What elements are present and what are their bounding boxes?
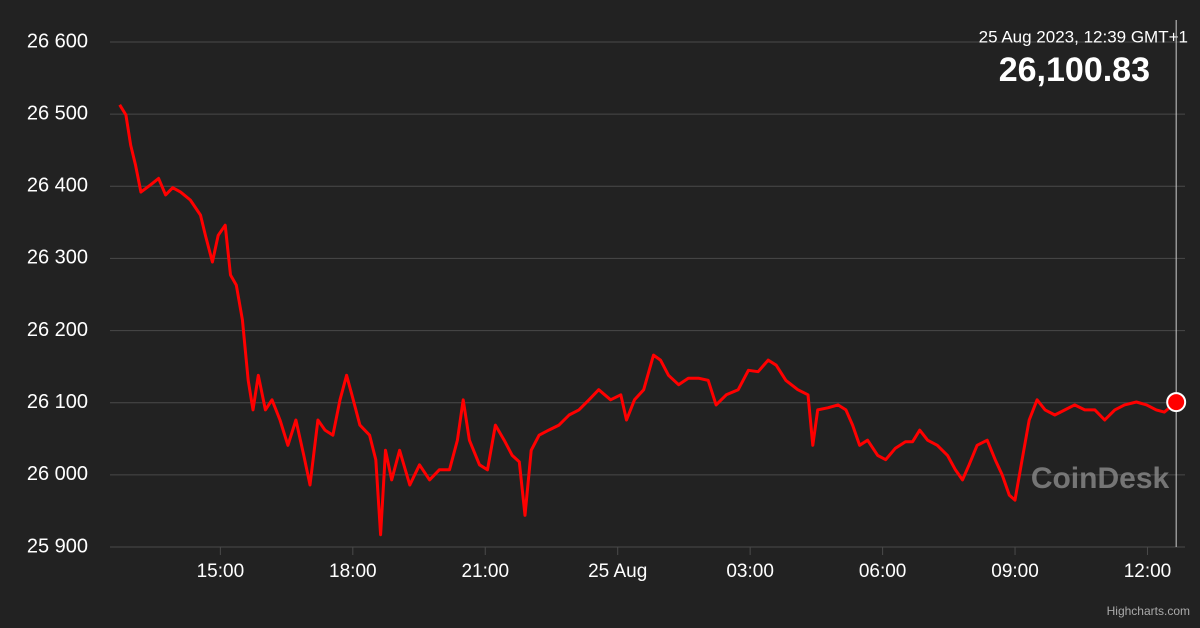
x-tick-label: 03:00 [726, 561, 774, 582]
y-tick-label: 26 100 [27, 391, 88, 413]
y-tick-label: 26 600 [27, 30, 88, 52]
x-tick-label: 21:00 [461, 561, 509, 582]
y-tick-label: 26 200 [27, 319, 88, 341]
price-line [118, 104, 1178, 537]
credits: Highcharts.com [1107, 604, 1190, 618]
x-tick-label: 18:00 [329, 561, 377, 582]
y-tick-label: 26 300 [27, 247, 88, 269]
y-tick-label: 25 900 [27, 535, 88, 557]
last-point [1166, 392, 1187, 413]
x-tick-label: 25 Aug [588, 561, 647, 582]
watermark: CoinDesk [1031, 462, 1170, 495]
tooltip-value: 26,100.83 [999, 51, 1150, 89]
y-tick-label: 26 400 [27, 175, 88, 197]
y-tick-label: 26 500 [27, 102, 88, 124]
x-tick-label: 15:00 [197, 561, 245, 582]
tooltip-date: 25 Aug 2023, 12:39 GMT+1 [979, 27, 1188, 46]
x-tick-label: 12:00 [1124, 561, 1172, 582]
y-tick-label: 26 000 [27, 463, 88, 485]
x-tick-label: 09:00 [991, 561, 1039, 582]
x-tick-label: 06:00 [859, 561, 907, 582]
